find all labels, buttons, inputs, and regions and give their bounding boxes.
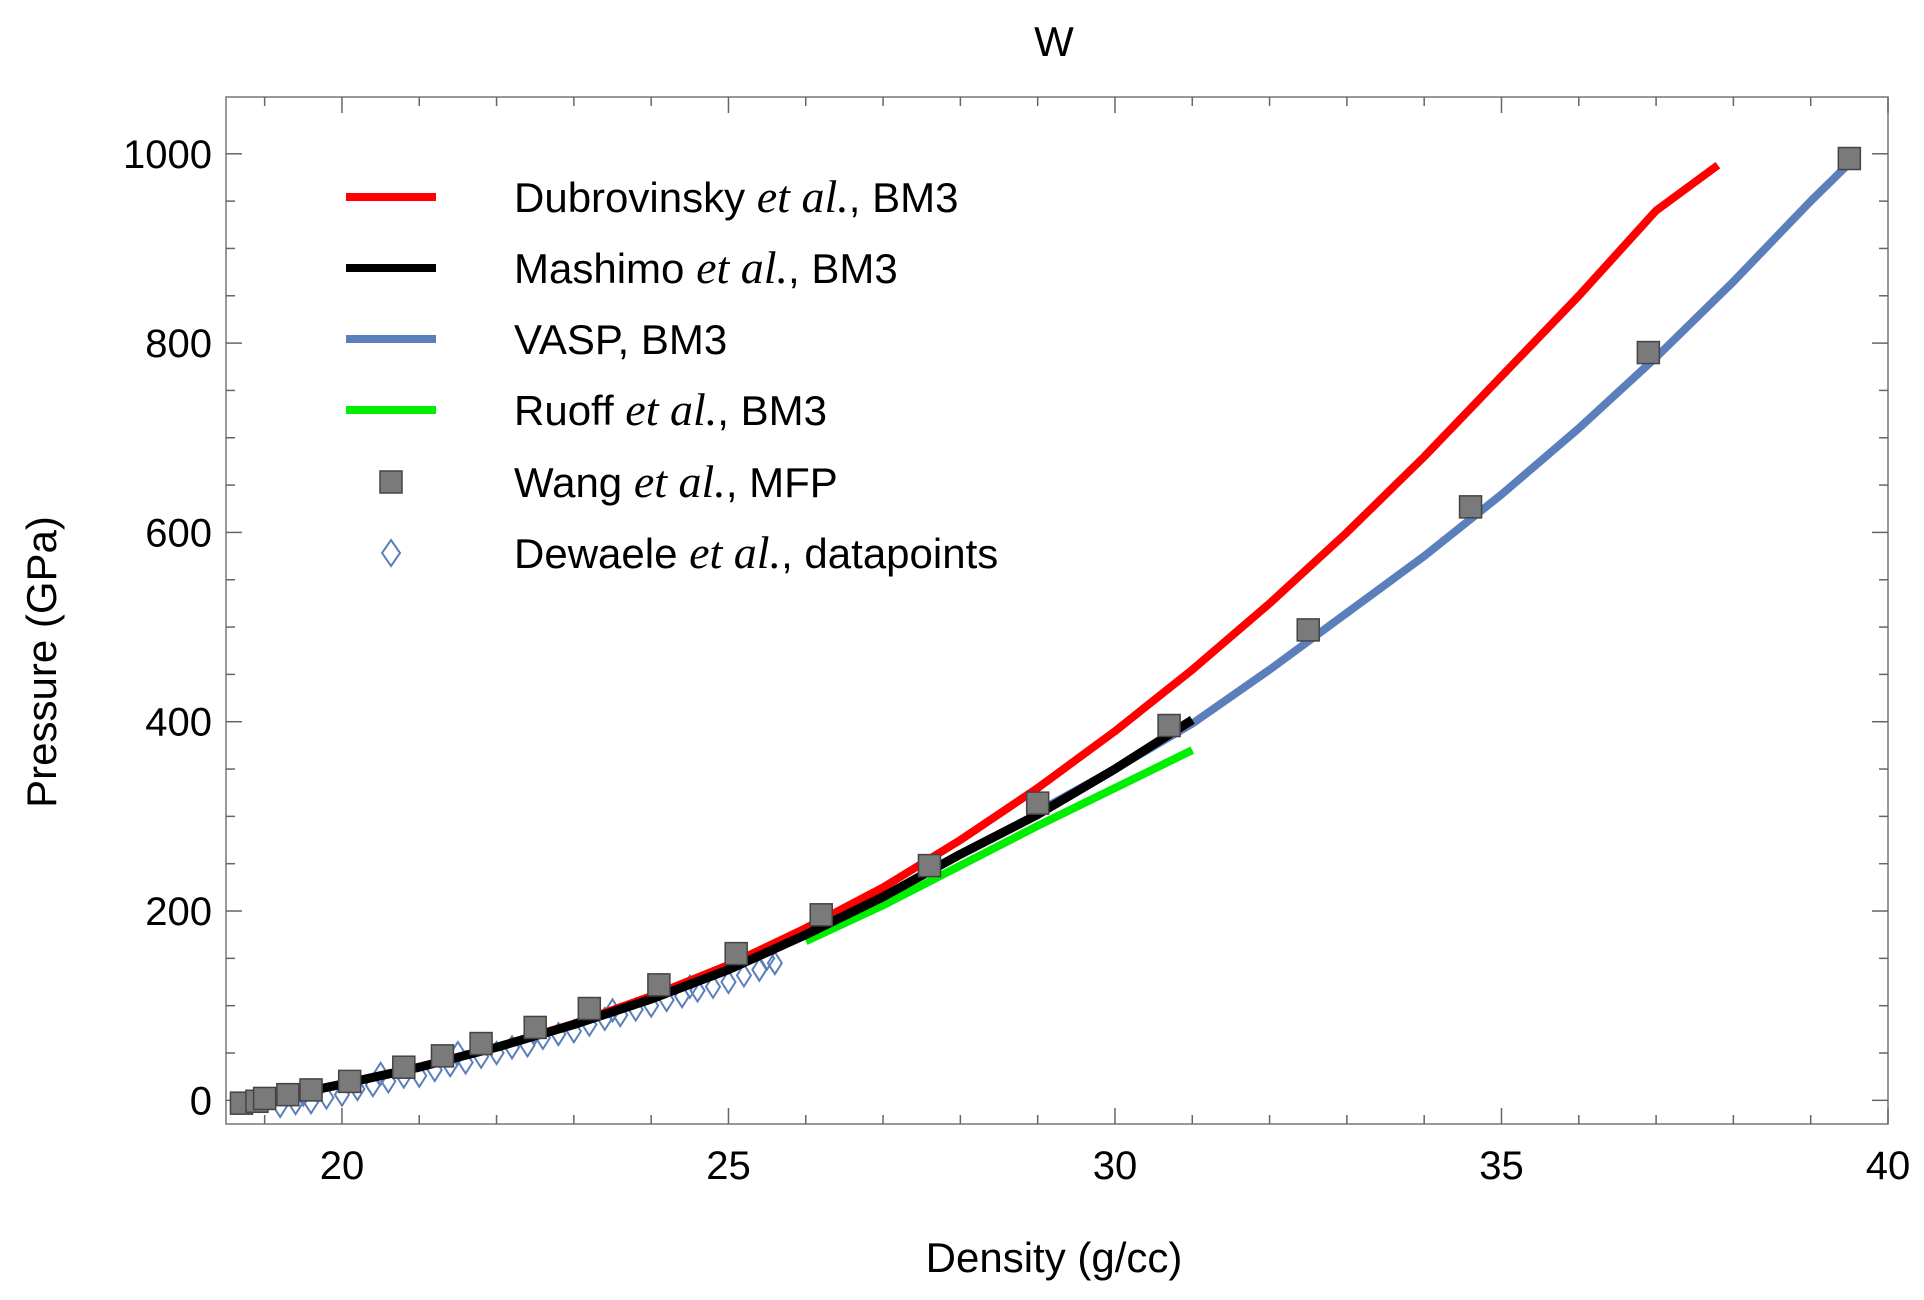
legend-label-dub: Dubrovinsky et al., BM3: [514, 171, 958, 222]
legend: Dubrovinsky et al., BM3 Mashimo et al., B…: [346, 171, 998, 578]
x-tick-label: 40: [1866, 1144, 1911, 1188]
wang-point: [917, 853, 942, 878]
y-tick-label: 200: [145, 890, 212, 934]
legend-swatch-dew: [380, 538, 402, 568]
legend-swatch-wang: [379, 470, 403, 494]
wang-point: [1157, 713, 1181, 738]
legend-label-mas: Mashimo et al., BM3: [514, 242, 898, 293]
wang-point: [1636, 340, 1661, 365]
wang-point: [299, 1078, 323, 1102]
legend-item-dew: Dewaele et al., datapoints: [380, 527, 998, 578]
legend-item-mas: Mashimo et al., BM3: [346, 242, 898, 293]
legend-label-dew: Dewaele et al., datapoints: [514, 527, 998, 578]
x-axis-title: Density (g/cc): [926, 1234, 1183, 1281]
legend-label-wang: Wang et al., MFP: [514, 456, 838, 507]
wang-point: [1837, 146, 1862, 171]
wang-point: [809, 903, 833, 927]
y-tick-label: 800: [145, 322, 212, 366]
wang-point: [1458, 495, 1483, 519]
x-tick-label: 35: [1479, 1144, 1524, 1188]
wang-point: [430, 1044, 455, 1068]
wang-point: [276, 1082, 300, 1107]
wang-point: [392, 1055, 416, 1079]
y-tick-label: 400: [145, 701, 212, 745]
wang-point: [252, 1086, 277, 1111]
y-tick-label: 0: [190, 1079, 212, 1123]
dewaele-point: [766, 950, 784, 976]
wang-point: [523, 1015, 547, 1040]
data-layer: [229, 146, 1862, 1119]
legend-label-vasp: VASP, BM3: [514, 316, 727, 363]
y-tick-label: 1000: [123, 133, 212, 177]
dubrovinsky-line: [263, 161, 1721, 1105]
wang-point: [577, 996, 602, 1021]
plot-frame: [225, 96, 1889, 1125]
dewaele-point: [735, 962, 753, 989]
wang-point: [724, 941, 748, 966]
x-tick-label: 20: [320, 1144, 365, 1188]
y-axis-title: Pressure (GPa): [18, 516, 65, 808]
wang-point: [647, 973, 671, 997]
legend-item-vasp: VASP, BM3: [346, 316, 727, 363]
y-tick-label: 600: [145, 511, 212, 555]
wang-point: [1025, 791, 1050, 815]
dewaele-point: [720, 969, 737, 995]
wang-point: [1296, 618, 1320, 642]
x-tick-label: 25: [706, 1144, 751, 1188]
chart-title: W: [1034, 18, 1074, 65]
legend-item-ruo: Ruoff et al., BM3: [346, 384, 827, 435]
legend-item-dub: Dubrovinsky et al., BM3: [346, 171, 958, 222]
wang-point: [469, 1031, 493, 1056]
ruoff-line: [804, 746, 1195, 945]
wang-point: [337, 1069, 362, 1094]
x-tick-label: 30: [1093, 1144, 1138, 1188]
legend-label-ruo: Ruoff et al., BM3: [514, 384, 827, 435]
legend-item-wang: Wang et al., MFP: [379, 456, 838, 507]
dewaele-point: [704, 973, 722, 1000]
